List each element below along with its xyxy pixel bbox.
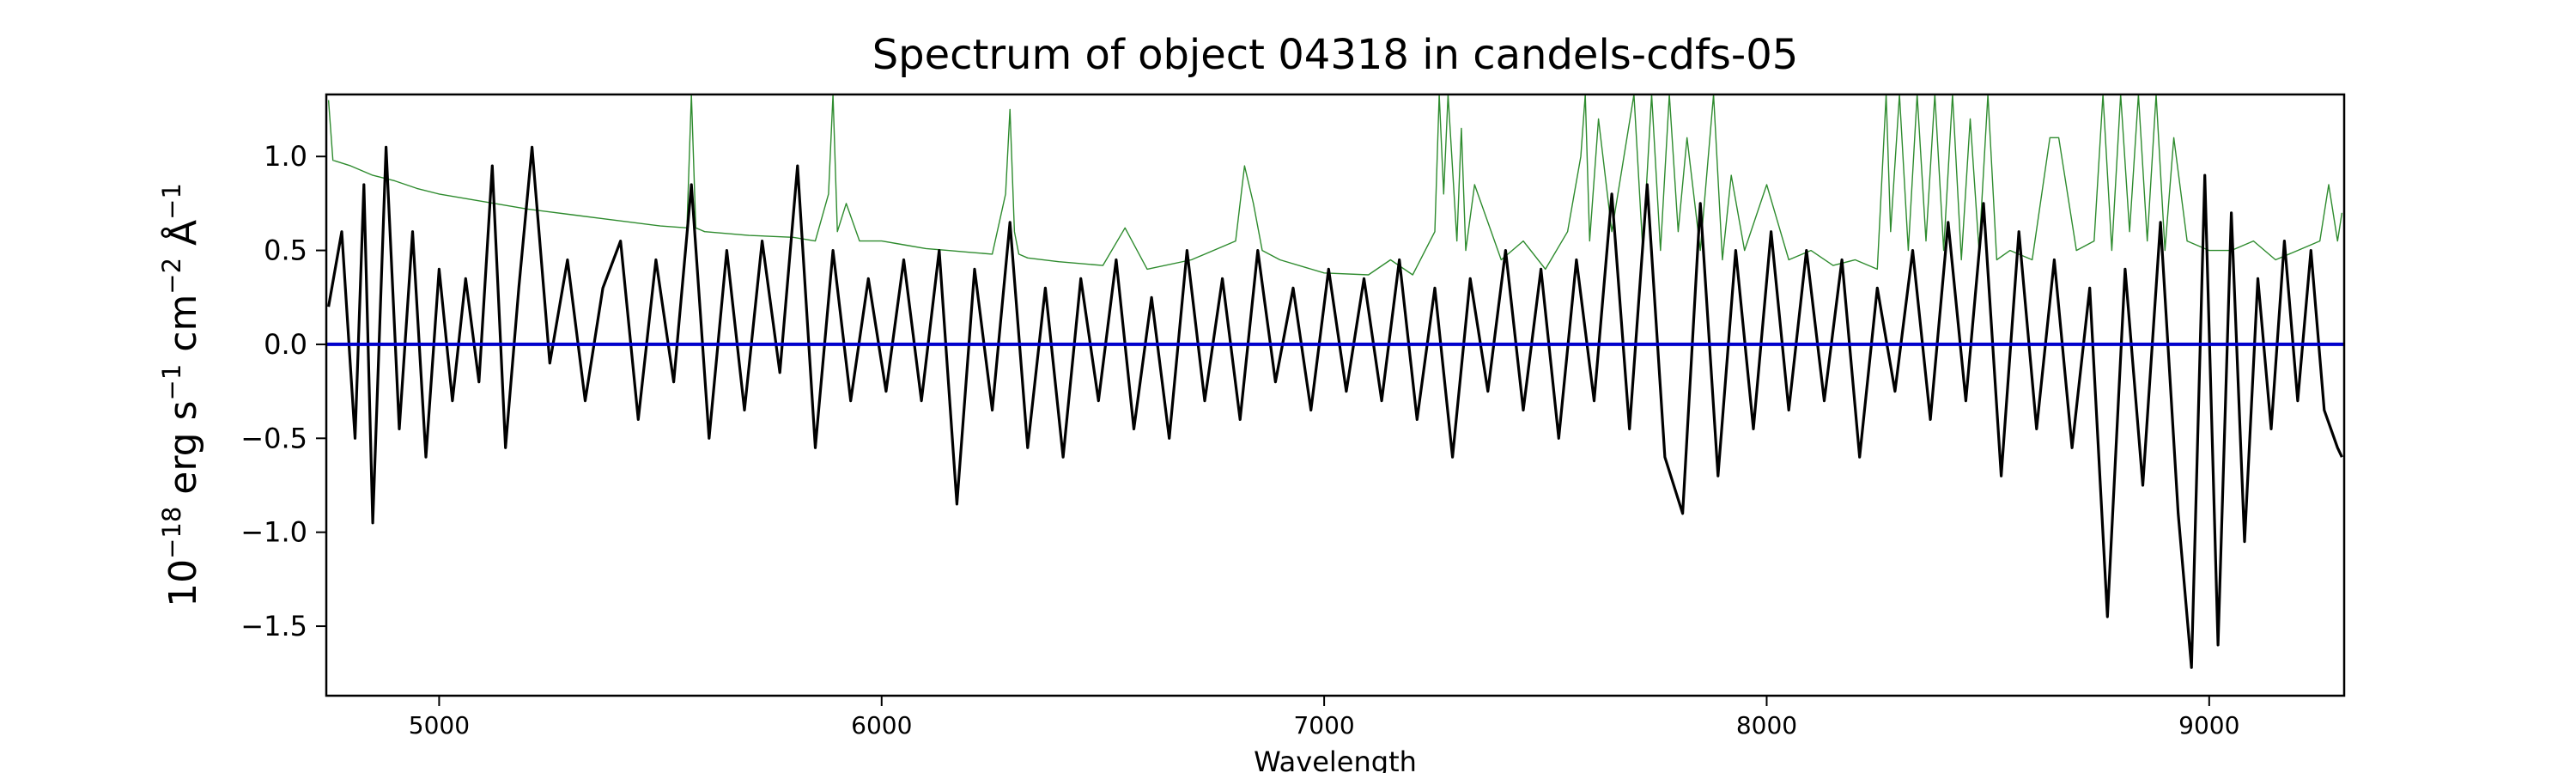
y-label-exp-3: −2 — [157, 258, 186, 295]
y-label-exp-4: −1 — [157, 183, 186, 220]
series-line-error — [327, 94, 2343, 276]
x-tick-label: 9000 — [2178, 711, 2239, 740]
y-label-mid-3: Å — [160, 220, 205, 258]
chart-title: Spectrum of object 04318 in candels-cdfs… — [872, 31, 1799, 79]
y-tick-label: 0.0 — [264, 328, 307, 361]
x-tick-label: 6000 — [851, 711, 912, 740]
y-axis-label: 10−18 erg s−1 cm−2 Å−1 — [157, 183, 205, 607]
y-label-base: 10 — [161, 559, 205, 607]
y-axis: 1.0 0.5 0.0 −0.5 −1.0 −1.5 — [240, 140, 326, 642]
series-layer — [326, 94, 2344, 669]
x-tick-label: 7000 — [1293, 711, 1354, 740]
x-tick-label: 5000 — [409, 711, 470, 740]
x-axis-label: Wavelength — [1254, 746, 1417, 773]
x-axis: 5000 6000 7000 8000 9000 — [409, 696, 2239, 740]
x-tick-label: 8000 — [1736, 711, 1797, 740]
y-tick-label: −1.5 — [240, 610, 307, 642]
y-tick-label: −0.5 — [240, 422, 307, 454]
series-line-flux — [327, 145, 2343, 669]
y-label-mid-2: cm — [161, 295, 205, 364]
y-tick-label: 1.0 — [264, 140, 307, 173]
y-label-mid-1: erg s — [161, 400, 205, 506]
y-label-exp-2: −1 — [157, 364, 186, 401]
y-tick-label: −1.0 — [240, 516, 307, 549]
y-label-exp-1: −18 — [157, 507, 186, 559]
plot-frame — [325, 93, 2346, 697]
y-tick-label: 0.5 — [264, 234, 307, 267]
